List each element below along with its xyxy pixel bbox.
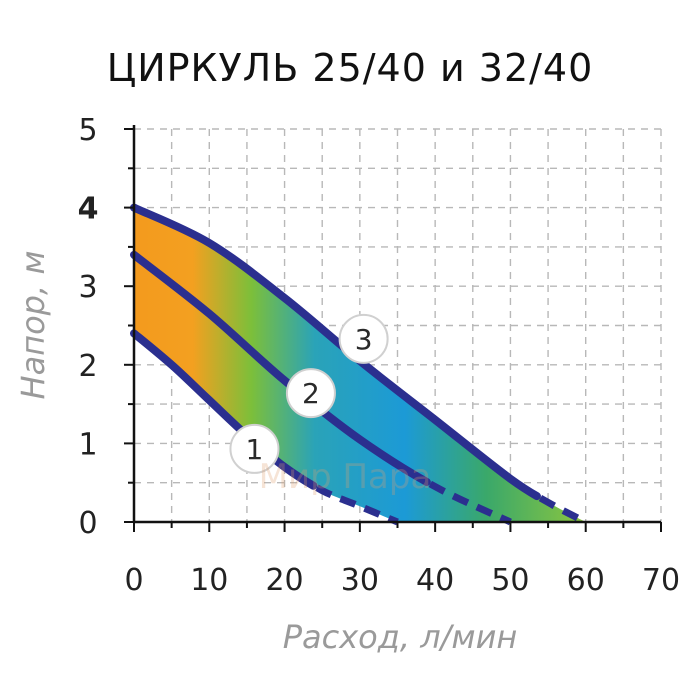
- y-tick-label: 4: [78, 192, 99, 227]
- curve-label-1: 1: [246, 433, 264, 466]
- y-tick-label: 5: [78, 113, 97, 148]
- curve-label-circle-3: [338, 313, 389, 364]
- x-tick-label: 40: [416, 563, 454, 598]
- x-tick-label: 70: [642, 563, 680, 598]
- y-tick-label: 3: [78, 270, 97, 305]
- y-axis-title: Напор, м: [14, 251, 52, 400]
- curve-label-3: 3: [355, 323, 373, 356]
- curve-label-circle-2: [285, 368, 336, 419]
- curve-2-dashed-tail: [131, 252, 512, 526]
- x-tick-label: 10: [190, 563, 228, 598]
- x-tick-label: 30: [341, 563, 379, 598]
- axes: [124, 125, 662, 532]
- x-tick-label: 0: [124, 563, 143, 598]
- x-tick-label: 60: [567, 563, 605, 598]
- tick-labels: 0 10 20 30 40 50 60 70 0 1 2 3 4 5: [78, 113, 681, 598]
- curve-label-2: 2: [302, 377, 320, 410]
- watermark: Мир Пара: [259, 457, 432, 497]
- x-tick-label: 20: [265, 563, 303, 598]
- chart-title: ЦИРКУЛЬ 25/40 и 32/40: [106, 46, 594, 90]
- x-tick-label: 50: [491, 563, 529, 598]
- y-tick-label: 0: [78, 506, 97, 541]
- curve-3: [130, 203, 590, 526]
- curve-labels: 1 2 3: [229, 313, 389, 474]
- y-tick-label: 1: [78, 427, 97, 462]
- y-tick-label: 2: [78, 349, 97, 384]
- curve-label-circle-1: [229, 423, 280, 474]
- x-axis-title: Расход, л/мин: [283, 618, 518, 656]
